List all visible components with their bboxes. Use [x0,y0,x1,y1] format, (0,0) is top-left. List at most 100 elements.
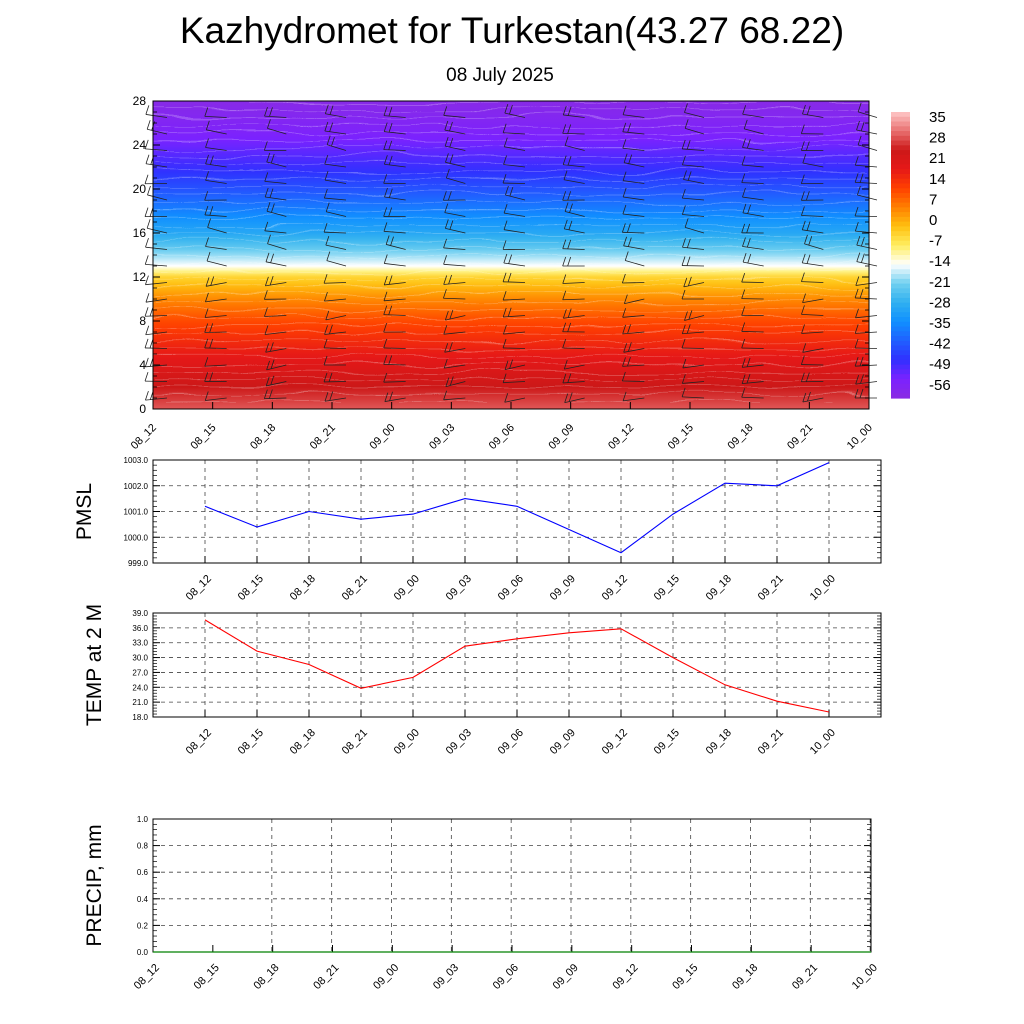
wind-barb-flag [562,274,567,284]
wind-barb-flag [681,374,686,384]
colorbar-segment [891,321,910,328]
wind-barb-shaft [445,381,466,388]
wind-barb-shaft [267,243,287,250]
wind-barb-flag [509,186,514,197]
x-tick-label: 08_15 [236,727,266,757]
wind-barb-flag [623,236,627,246]
wind-barb-flag [804,234,808,244]
precip-panel: 0.0 0.2 0.4 0.6 0.8 1.0 08_12 08_15 08_18 08_21 09… [83,815,880,992]
wind-barb-flag [209,372,214,382]
wind-barb-flag [504,393,509,403]
wind-barb-flag [622,187,627,198]
wind-barb-shaft [682,214,705,217]
y-tick-label: 1.0 [137,815,149,824]
x-tick-label: 08_12 [184,727,214,757]
wind-barb-shaft [204,115,227,118]
y-tick-label: 30.0 [132,654,148,663]
wind-barb-shaft [742,246,764,250]
wind-barb-shaft [324,163,347,168]
x-tick-label: 09_00 [371,962,401,992]
wind-barb-shaft [504,364,526,371]
wind-barb-flag [265,276,269,286]
wind-barb-shaft [855,315,878,319]
colorbar-label: 14 [929,171,946,188]
wind-barb-shaft [684,315,705,321]
wind-barb-flag [741,388,746,398]
x-tick-label: 08_15 [236,573,266,603]
wind-barb-flag [687,276,692,286]
wind-barb-shaft [503,315,526,318]
wind-barb-flag [681,139,686,150]
wind-barb-shaft [443,282,466,285]
colorbar-segment [891,173,910,180]
wind-barb-shaft [562,282,585,284]
wind-barb-flag [448,342,453,352]
wind-barb-flag [856,252,861,262]
y-tick-label: 1002.0 [124,482,149,491]
wind-barb-flag [682,238,686,248]
x-tick-label: 09_18 [730,962,760,992]
wind-barb-flag [204,338,209,349]
wind-barb-flag [568,392,573,402]
wind-barb-flag [562,290,567,300]
panel-frame [152,612,882,718]
wind-barbs [144,102,878,403]
wind-barb-flag [444,120,449,131]
wind-barb-flag [503,203,508,214]
wind-barb-shaft [383,364,406,366]
wind-barb-flag [502,173,507,184]
wind-barb-flag [503,324,507,335]
wind-barb-shaft [801,314,824,316]
wind-barb-flag [265,343,270,353]
colorbar-label: -56 [929,377,951,394]
wind-barb-flag [383,106,388,116]
wind-barb-shaft [744,128,764,135]
wind-barb-flag [622,357,626,367]
wind-barb-flag [746,374,751,384]
wind-barb-flag [444,343,449,353]
wind-barb-flag [854,173,859,183]
wind-barb-shaft [264,397,287,400]
wind-barb-flag [564,393,569,403]
colorbar-segment [891,193,910,199]
colorbar-label: 21 [929,150,946,167]
wind-barb-shaft [801,331,824,334]
wind-barb-flag [329,122,334,132]
colorbar-segment [891,159,910,166]
colorbar-segment [891,154,910,161]
wind-barb-shaft [503,347,526,349]
wind-barb-shaft [741,331,764,333]
wind-barb-flag [746,223,751,233]
wind-barb-shaft [683,282,705,288]
wind-barb-flag [627,356,631,367]
wind-barb-shaft [622,147,645,151]
wind-barb-shaft [682,396,705,399]
colorbar-segment [891,112,910,118]
wind-barb-flag [624,251,629,261]
wind-barb-shaft [324,331,347,335]
wind-barb-shaft [324,130,347,135]
wind-barb-shaft [383,347,406,349]
wind-barb-flag [747,204,751,214]
wind-barb-flag [800,372,805,382]
wind-barb-flag [145,275,149,285]
wind-barb-flag [325,310,330,320]
wind-barb-flag [741,289,746,299]
y-tick-label: 33.0 [132,639,148,648]
wind-barb-shaft [324,298,347,302]
wind-barb-flag [681,256,686,266]
wind-barb-flag [266,202,271,212]
wind-barb-shaft [622,213,645,217]
colorbar-segment [891,383,910,390]
x-tick-label: 08_18 [288,573,318,603]
wind-barb-flag [800,174,805,184]
wind-barb-shaft [383,298,406,302]
wind-barb-flag [857,135,862,145]
wind-barb-shaft [264,180,287,184]
wind-barb-shaft [205,397,227,401]
wind-barb-flag [742,138,746,148]
wind-barb-flag [323,338,328,349]
wind-barb-flag [383,373,388,383]
wind-barb-flag [746,139,751,149]
wind-barb-shaft [145,163,168,168]
